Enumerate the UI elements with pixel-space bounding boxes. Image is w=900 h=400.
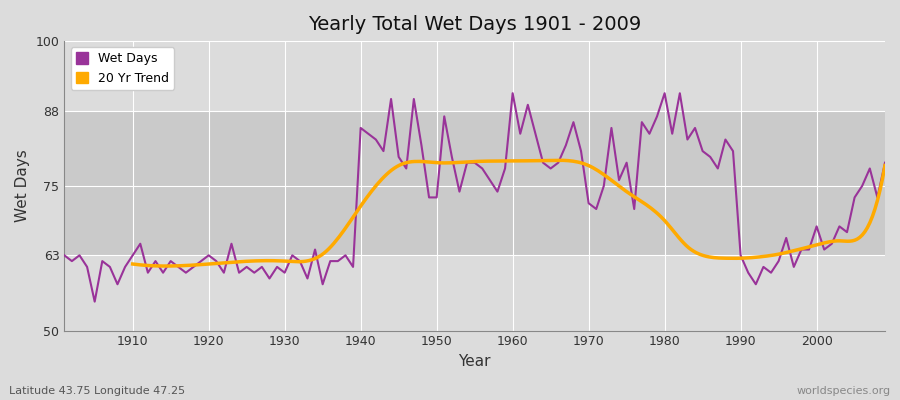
Text: worldspecies.org: worldspecies.org xyxy=(796,386,891,396)
Text: Latitude 43.75 Longitude 47.25: Latitude 43.75 Longitude 47.25 xyxy=(9,386,185,396)
Bar xyxy=(64,110,885,255)
Y-axis label: Wet Days: Wet Days xyxy=(15,150,30,222)
Title: Yearly Total Wet Days 1901 - 2009: Yearly Total Wet Days 1901 - 2009 xyxy=(308,15,642,34)
Legend: Wet Days, 20 Yr Trend: Wet Days, 20 Yr Trend xyxy=(70,47,174,90)
X-axis label: Year: Year xyxy=(458,354,491,369)
